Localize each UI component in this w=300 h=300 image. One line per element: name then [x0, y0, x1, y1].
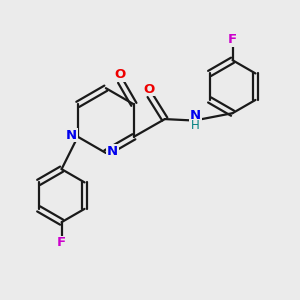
Text: N: N — [190, 109, 201, 122]
Text: F: F — [228, 33, 237, 46]
Text: O: O — [114, 68, 126, 81]
Text: N: N — [66, 129, 77, 142]
Text: O: O — [143, 82, 154, 95]
Text: H: H — [191, 119, 200, 132]
Text: N: N — [107, 145, 118, 158]
Text: F: F — [57, 236, 66, 249]
